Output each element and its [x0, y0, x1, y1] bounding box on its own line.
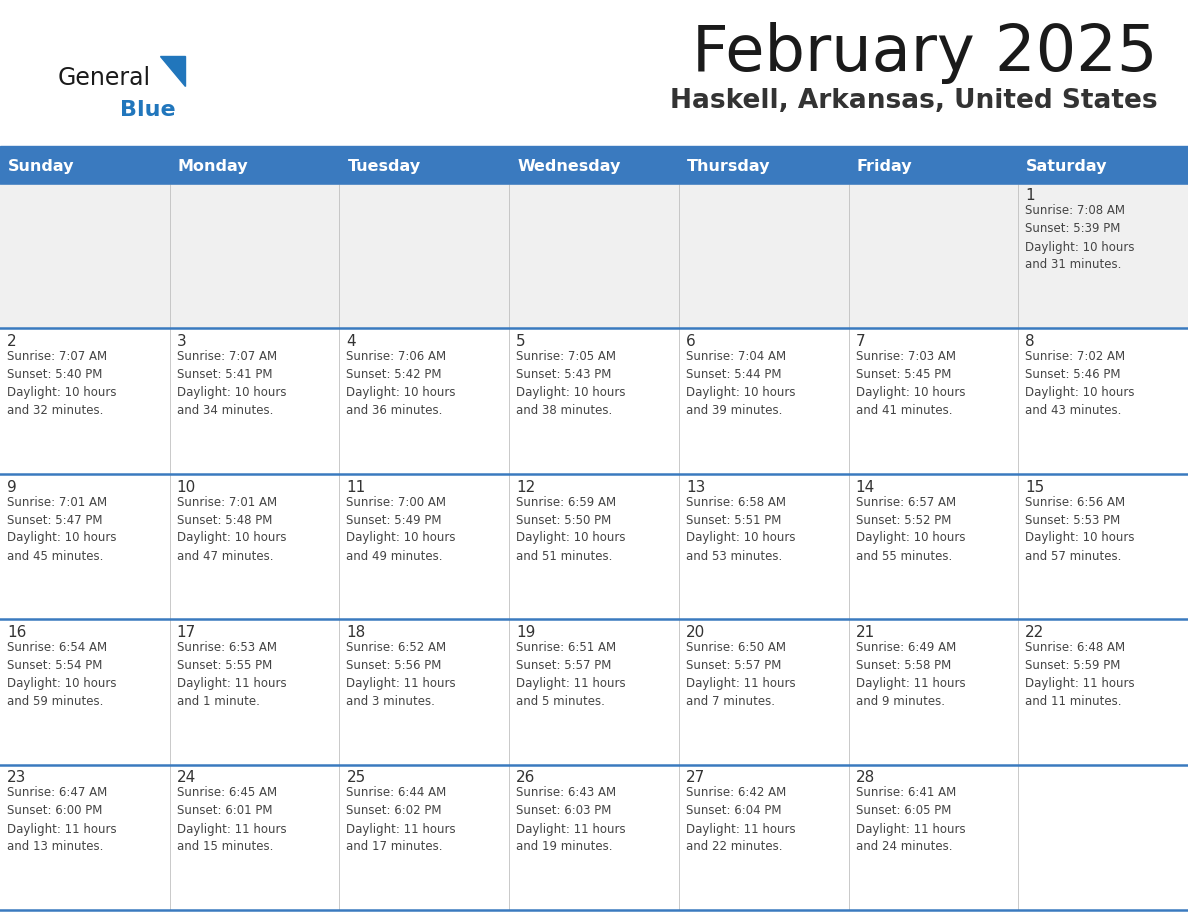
Text: Sunrise: 6:45 AM
Sunset: 6:01 PM
Daylight: 11 hours
and 15 minutes.: Sunrise: 6:45 AM Sunset: 6:01 PM Dayligh… [177, 787, 286, 854]
Text: Sunrise: 7:05 AM
Sunset: 5:43 PM
Daylight: 10 hours
and 38 minutes.: Sunrise: 7:05 AM Sunset: 5:43 PM Dayligh… [516, 350, 626, 417]
Text: Sunrise: 7:07 AM
Sunset: 5:41 PM
Daylight: 10 hours
and 34 minutes.: Sunrise: 7:07 AM Sunset: 5:41 PM Dayligh… [177, 350, 286, 417]
Text: Sunrise: 6:42 AM
Sunset: 6:04 PM
Daylight: 11 hours
and 22 minutes.: Sunrise: 6:42 AM Sunset: 6:04 PM Dayligh… [685, 787, 796, 854]
Text: 6: 6 [685, 334, 696, 349]
Text: Sunrise: 6:44 AM
Sunset: 6:02 PM
Daylight: 11 hours
and 17 minutes.: Sunrise: 6:44 AM Sunset: 6:02 PM Dayligh… [347, 787, 456, 854]
Text: Sunrise: 6:52 AM
Sunset: 5:56 PM
Daylight: 11 hours
and 3 minutes.: Sunrise: 6:52 AM Sunset: 5:56 PM Dayligh… [347, 641, 456, 708]
Text: Sunrise: 6:54 AM
Sunset: 5:54 PM
Daylight: 10 hours
and 59 minutes.: Sunrise: 6:54 AM Sunset: 5:54 PM Dayligh… [7, 641, 116, 708]
Bar [0, 183, 1188, 328]
Bar [0, 765, 1188, 910]
Text: Sunrise: 6:56 AM
Sunset: 5:53 PM
Daylight: 10 hours
and 57 minutes.: Sunrise: 6:56 AM Sunset: 5:53 PM Dayligh… [1025, 496, 1135, 563]
Text: Sunrise: 7:04 AM
Sunset: 5:44 PM
Daylight: 10 hours
and 39 minutes.: Sunrise: 7:04 AM Sunset: 5:44 PM Dayligh… [685, 350, 795, 417]
Text: Sunrise: 7:02 AM
Sunset: 5:46 PM
Daylight: 10 hours
and 43 minutes.: Sunrise: 7:02 AM Sunset: 5:46 PM Dayligh… [1025, 350, 1135, 417]
Text: 1: 1 [1025, 188, 1035, 204]
Text: Sunrise: 6:57 AM
Sunset: 5:52 PM
Daylight: 10 hours
and 55 minutes.: Sunrise: 6:57 AM Sunset: 5:52 PM Dayligh… [855, 496, 965, 563]
Text: 12: 12 [516, 479, 536, 495]
Text: 23: 23 [7, 770, 26, 786]
Text: Sunrise: 6:48 AM
Sunset: 5:59 PM
Daylight: 11 hours
and 11 minutes.: Sunrise: 6:48 AM Sunset: 5:59 PM Dayligh… [1025, 641, 1135, 708]
Text: Sunrise: 6:47 AM
Sunset: 6:00 PM
Daylight: 11 hours
and 13 minutes.: Sunrise: 6:47 AM Sunset: 6:00 PM Dayligh… [7, 787, 116, 854]
Text: Sunrise: 6:59 AM
Sunset: 5:50 PM
Daylight: 10 hours
and 51 minutes.: Sunrise: 6:59 AM Sunset: 5:50 PM Dayligh… [516, 496, 626, 563]
Text: 10: 10 [177, 479, 196, 495]
Text: 9: 9 [7, 479, 17, 495]
Text: 3: 3 [177, 334, 187, 349]
Text: 15: 15 [1025, 479, 1044, 495]
Text: Sunrise: 7:03 AM
Sunset: 5:45 PM
Daylight: 10 hours
and 41 minutes.: Sunrise: 7:03 AM Sunset: 5:45 PM Dayligh… [855, 350, 965, 417]
Text: Tuesday: Tuesday [347, 159, 421, 174]
Text: Sunrise: 7:01 AM
Sunset: 5:47 PM
Daylight: 10 hours
and 45 minutes.: Sunrise: 7:01 AM Sunset: 5:47 PM Dayligh… [7, 496, 116, 563]
Bar [0, 619, 1188, 765]
Text: 27: 27 [685, 770, 706, 786]
Text: 22: 22 [1025, 625, 1044, 640]
Text: Saturday: Saturday [1026, 159, 1107, 174]
Text: Blue: Blue [120, 100, 176, 120]
Text: Friday: Friday [857, 159, 912, 174]
Text: 16: 16 [7, 625, 26, 640]
Text: Sunrise: 6:51 AM
Sunset: 5:57 PM
Daylight: 11 hours
and 5 minutes.: Sunrise: 6:51 AM Sunset: 5:57 PM Dayligh… [516, 641, 626, 708]
Text: 11: 11 [347, 479, 366, 495]
Text: 2: 2 [7, 334, 17, 349]
Text: Sunrise: 7:00 AM
Sunset: 5:49 PM
Daylight: 10 hours
and 49 minutes.: Sunrise: 7:00 AM Sunset: 5:49 PM Dayligh… [347, 496, 456, 563]
Text: Haskell, Arkansas, United States: Haskell, Arkansas, United States [670, 88, 1158, 114]
Text: Sunrise: 7:08 AM
Sunset: 5:39 PM
Daylight: 10 hours
and 31 minutes.: Sunrise: 7:08 AM Sunset: 5:39 PM Dayligh… [1025, 205, 1135, 272]
Text: 19: 19 [516, 625, 536, 640]
Text: Thursday: Thursday [687, 159, 770, 174]
Bar [0, 145, 1188, 151]
Text: Sunrise: 6:50 AM
Sunset: 5:57 PM
Daylight: 11 hours
and 7 minutes.: Sunrise: 6:50 AM Sunset: 5:57 PM Dayligh… [685, 641, 796, 708]
Text: 5: 5 [516, 334, 526, 349]
Text: 20: 20 [685, 625, 706, 640]
Text: Sunrise: 6:43 AM
Sunset: 6:03 PM
Daylight: 11 hours
and 19 minutes.: Sunrise: 6:43 AM Sunset: 6:03 PM Dayligh… [516, 787, 626, 854]
Text: Sunday: Sunday [8, 159, 75, 174]
Text: Sunrise: 7:01 AM
Sunset: 5:48 PM
Daylight: 10 hours
and 47 minutes.: Sunrise: 7:01 AM Sunset: 5:48 PM Dayligh… [177, 496, 286, 563]
Text: 28: 28 [855, 770, 874, 786]
Text: 13: 13 [685, 479, 706, 495]
Text: Wednesday: Wednesday [517, 159, 620, 174]
Text: 4: 4 [347, 334, 356, 349]
Bar [0, 328, 1188, 474]
Text: Sunrise: 7:07 AM
Sunset: 5:40 PM
Daylight: 10 hours
and 32 minutes.: Sunrise: 7:07 AM Sunset: 5:40 PM Dayligh… [7, 350, 116, 417]
Text: Sunrise: 6:58 AM
Sunset: 5:51 PM
Daylight: 10 hours
and 53 minutes.: Sunrise: 6:58 AM Sunset: 5:51 PM Dayligh… [685, 496, 795, 563]
Text: 18: 18 [347, 625, 366, 640]
Text: 26: 26 [516, 770, 536, 786]
Bar [0, 474, 1188, 619]
Bar [0, 151, 1188, 183]
Text: 8: 8 [1025, 334, 1035, 349]
Text: 17: 17 [177, 625, 196, 640]
Text: 21: 21 [855, 625, 874, 640]
Text: 25: 25 [347, 770, 366, 786]
Text: 7: 7 [855, 334, 865, 349]
Text: 14: 14 [855, 479, 874, 495]
Text: 24: 24 [177, 770, 196, 786]
Text: General: General [58, 66, 151, 90]
Text: February 2025: February 2025 [693, 22, 1158, 84]
Text: Sunrise: 6:41 AM
Sunset: 6:05 PM
Daylight: 11 hours
and 24 minutes.: Sunrise: 6:41 AM Sunset: 6:05 PM Dayligh… [855, 787, 965, 854]
Text: Monday: Monday [178, 159, 248, 174]
Text: Sunrise: 6:53 AM
Sunset: 5:55 PM
Daylight: 11 hours
and 1 minute.: Sunrise: 6:53 AM Sunset: 5:55 PM Dayligh… [177, 641, 286, 708]
Text: Sunrise: 7:06 AM
Sunset: 5:42 PM
Daylight: 10 hours
and 36 minutes.: Sunrise: 7:06 AM Sunset: 5:42 PM Dayligh… [347, 350, 456, 417]
Polygon shape [160, 56, 185, 86]
Text: Sunrise: 6:49 AM
Sunset: 5:58 PM
Daylight: 11 hours
and 9 minutes.: Sunrise: 6:49 AM Sunset: 5:58 PM Dayligh… [855, 641, 965, 708]
